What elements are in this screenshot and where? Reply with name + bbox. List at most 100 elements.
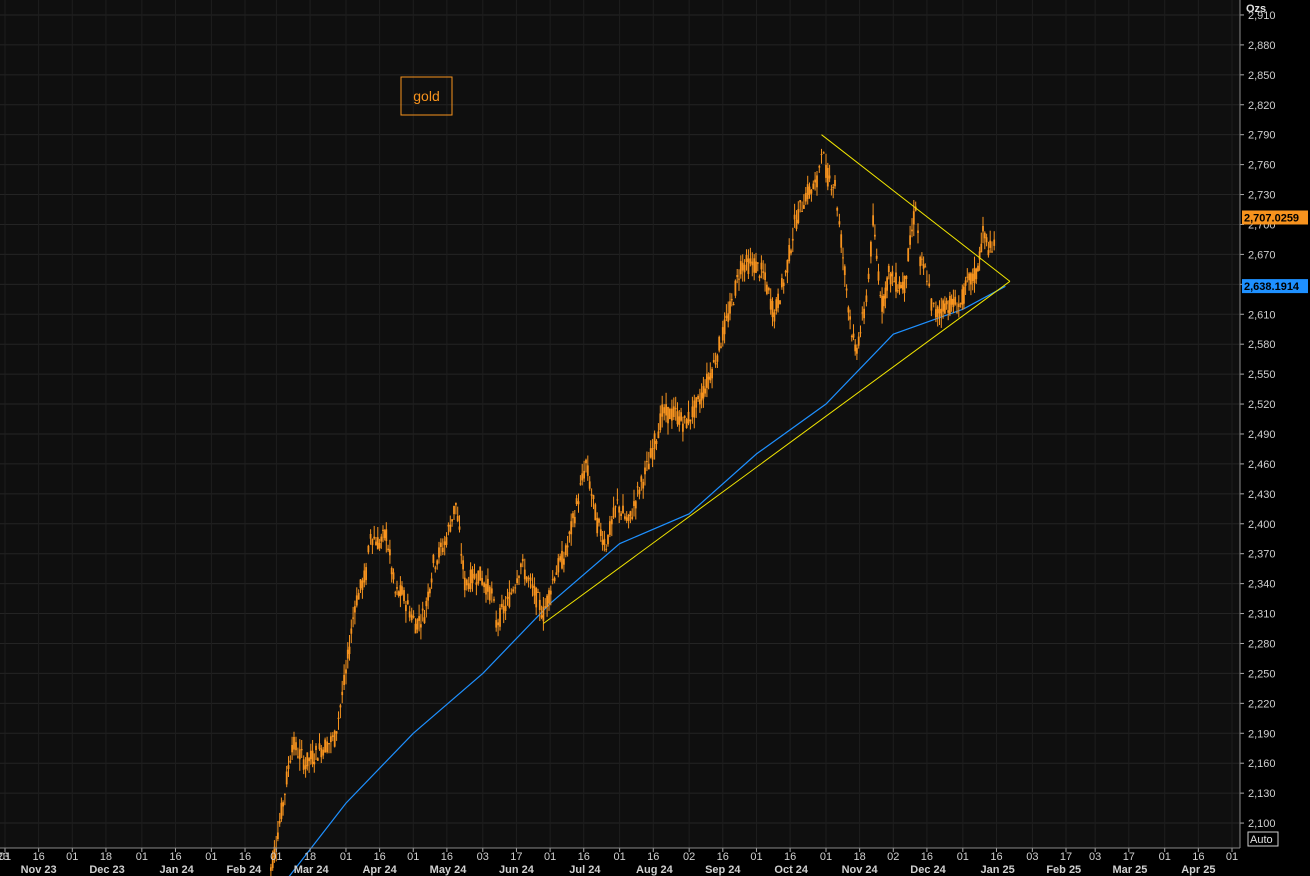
candle-body [647,463,650,470]
candle-body [521,558,524,562]
candle-body [592,495,595,500]
candle-body [669,408,671,419]
candle-body [922,264,925,269]
candle-body [887,265,890,273]
candle-body [397,591,400,596]
candle-body [313,761,316,765]
y-tick-label: 2,100 [1248,818,1276,830]
x-tick-label: 16 [784,851,796,863]
trendlines [543,134,1011,624]
candle-body [475,582,478,585]
candle-body [828,175,831,179]
candle-body [714,362,717,365]
candle-body [812,183,815,190]
candle-body [616,499,619,501]
moving-average-tag-box [1242,279,1308,294]
candle-body [814,179,816,183]
x-month-label: Jan 24 [159,864,194,876]
candle-body [488,586,491,601]
candle-body [610,519,613,525]
candle-body [359,579,362,589]
candle-body [875,255,878,259]
candle-body [447,524,450,527]
candle-body [936,306,939,318]
x-month-label: Feb 24 [226,864,262,876]
candle-body [529,577,532,581]
candle-body [594,504,597,521]
candle-body [753,258,756,273]
candle-body [429,588,431,594]
candle-body [957,303,960,307]
candle-body [375,541,377,546]
candle-body [369,534,372,539]
candle-body [408,611,411,618]
candle-body [463,577,466,591]
candle-body [730,299,733,301]
y-tick-label: 2,460 [1248,459,1276,471]
y-tick-label: 2,880 [1248,40,1276,52]
candle-body [781,278,783,288]
x-tick-label: 03 [1026,851,1038,863]
candle-body [749,258,752,264]
candle-body [631,516,634,519]
candle-body [964,280,967,286]
candle-body [758,275,761,278]
candle-body [667,407,669,424]
candle-body [751,261,754,266]
candle-body [566,545,569,548]
candle-body [537,591,539,593]
candle-body [930,298,933,311]
x-tick-label: 02 [683,851,695,863]
candle-body [579,483,582,485]
auto-scale-button[interactable]: Auto [1247,831,1279,847]
candle-body [702,386,705,399]
candle-body [977,265,979,271]
candle-body [971,273,974,281]
candle-body [618,506,621,513]
y-tick-label: 2,370 [1248,549,1276,561]
candle-body [436,560,439,565]
candle-body [357,593,360,600]
candle-body [651,448,654,460]
candle-body [403,590,405,601]
candle-body [427,591,429,601]
moving-average-tag: 2,638.1914 [1242,279,1308,294]
candle-body [363,570,366,583]
candle-body [732,304,735,306]
candle-body [882,295,885,307]
y-tick-label: 2,340 [1248,579,1276,591]
candle-body [460,554,463,556]
x-tick-label: 01 [205,851,217,863]
x-axis: 01 16 01 18 01 16 01 16 01 18 01 16 01 16 03 17 01 16 01 16… [0,847,1240,876]
candle-body [285,771,288,785]
candle-body [716,355,719,362]
candle-body [540,615,543,618]
candle-body [298,749,301,760]
candle-body [672,406,675,417]
candle-body [385,529,388,542]
candle-body [535,588,538,608]
candle-body [599,529,602,536]
candle-body [453,506,455,515]
candle-body [843,266,846,276]
candle-body [718,336,721,351]
candle-body [568,531,571,534]
candle-body [646,461,648,463]
auto-scale-label: Auto [1250,834,1273,846]
y-tick-label: 2,760 [1248,160,1276,172]
x-month-label: Jul 24 [569,864,601,876]
x-month-label: Nov 23 [21,864,57,876]
candle-body [832,187,835,189]
candle-body [389,549,391,556]
candle-body [607,534,609,545]
candle-body [863,308,865,319]
candle-body [786,260,789,273]
moving-average-series [288,285,1006,876]
x-tick-label: 01 [957,851,969,863]
candle-body [801,210,803,212]
y-tick-label: 2,280 [1248,638,1276,650]
candle-body [896,290,899,292]
candle-body [687,411,690,424]
legend[interactable]: gold [400,76,453,116]
candle-body [921,258,923,260]
